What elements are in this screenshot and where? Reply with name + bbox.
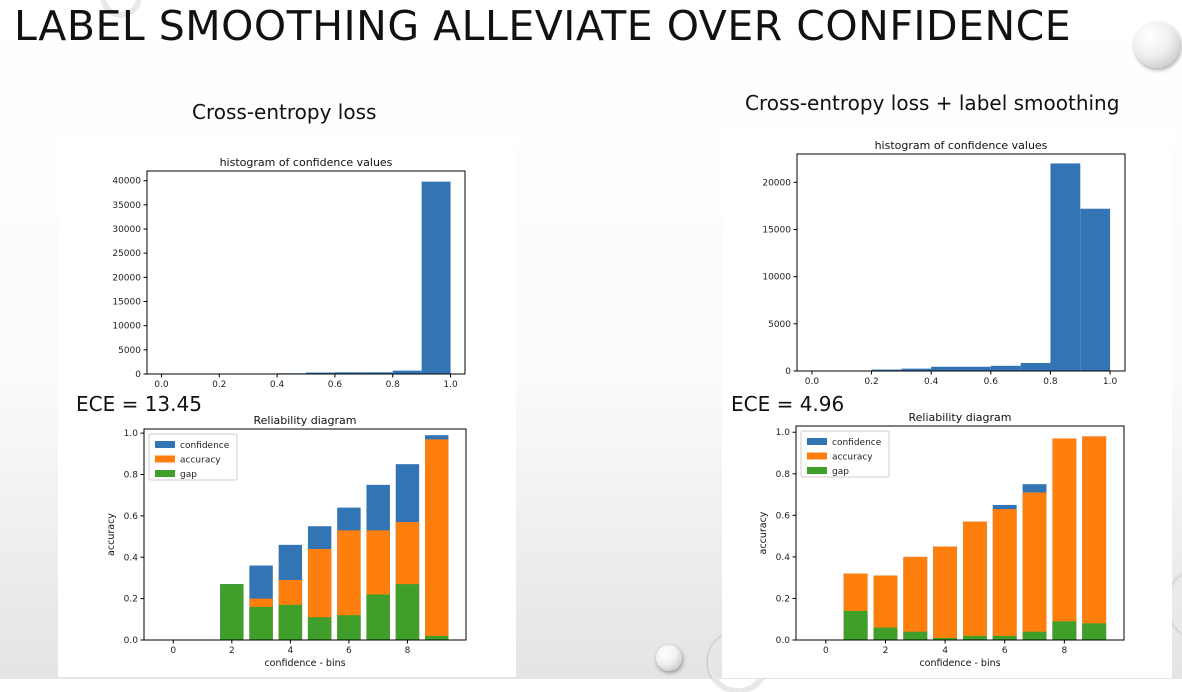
accuracy-bar — [933, 547, 957, 640]
gap-bar — [903, 632, 927, 640]
accuracy-bar — [1023, 492, 1047, 640]
legend-entry-confidence: confidence — [832, 438, 882, 448]
y-tick-label: 1.0 — [776, 428, 791, 438]
accuracy-bar — [1052, 438, 1076, 640]
left-ece-label: ECE = 13.45 — [76, 392, 202, 416]
accuracy-bar — [1082, 436, 1106, 640]
gap-bar — [963, 636, 987, 640]
accuracy-bar — [993, 509, 1017, 640]
x-tick-label: 6 — [1002, 646, 1008, 656]
legend-swatch-confidence — [807, 438, 827, 445]
legend-swatch-gap — [807, 467, 827, 474]
right-ece-label: ECE = 4.96 — [731, 392, 844, 416]
y-tick-label: 0.2 — [776, 594, 790, 604]
gap-bar — [1023, 632, 1047, 640]
legend-entry-accuracy: accuracy — [832, 453, 873, 463]
x-axis-label: confidence - bins — [919, 658, 1000, 669]
legend-entry-gap: gap — [832, 467, 849, 477]
gap-bar — [874, 628, 898, 640]
gap-bar — [1052, 621, 1076, 640]
legend-swatch-accuracy — [807, 453, 827, 460]
x-tick-label: 0 — [823, 646, 829, 656]
x-tick-label: 8 — [1061, 646, 1067, 656]
y-tick-label: 0.8 — [776, 470, 791, 480]
accuracy-bar — [963, 522, 987, 640]
y-axis-label: accuracy — [758, 511, 769, 554]
chart-title: Reliability diagram — [909, 411, 1012, 424]
y-tick-label: 0.0 — [776, 636, 791, 646]
y-tick-label: 0.4 — [776, 553, 791, 563]
accuracy-bar — [903, 557, 927, 640]
x-tick-label: 4 — [942, 646, 948, 656]
x-tick-label: 2 — [883, 646, 889, 656]
y-tick-label: 0.6 — [776, 511, 791, 521]
gap-bar — [993, 636, 1017, 640]
gap-bar — [1082, 623, 1106, 640]
gap-bar — [844, 611, 868, 640]
